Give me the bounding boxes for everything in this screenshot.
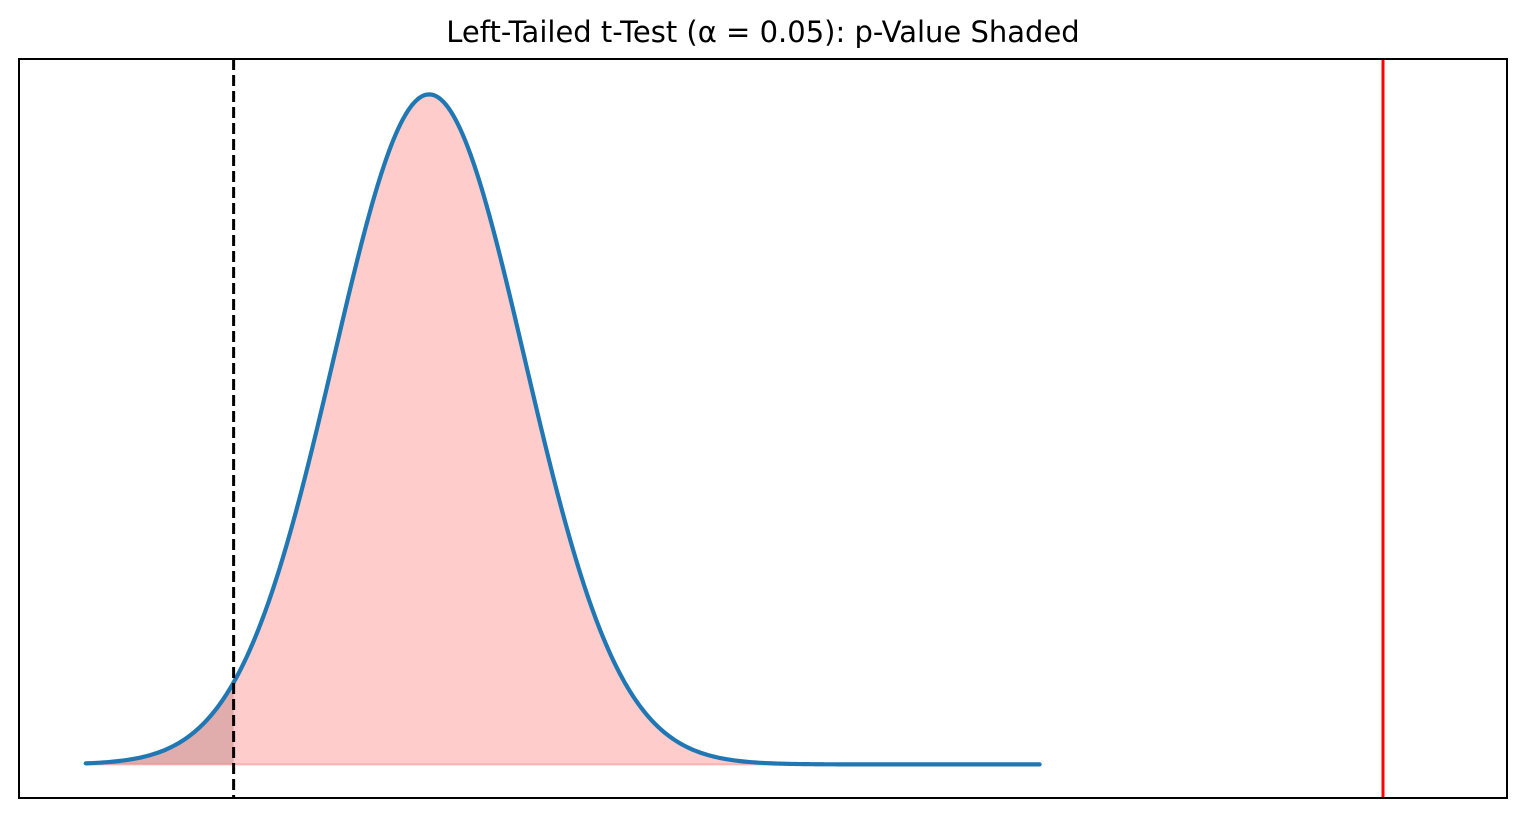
chart-title: Left-Tailed t-Test (α = 0.05): p-Value S… xyxy=(446,15,1079,49)
rejection-region-area xyxy=(85,682,234,765)
plot-frame xyxy=(18,58,1508,799)
density-curve xyxy=(83,92,1042,767)
plot-area xyxy=(83,59,1385,798)
